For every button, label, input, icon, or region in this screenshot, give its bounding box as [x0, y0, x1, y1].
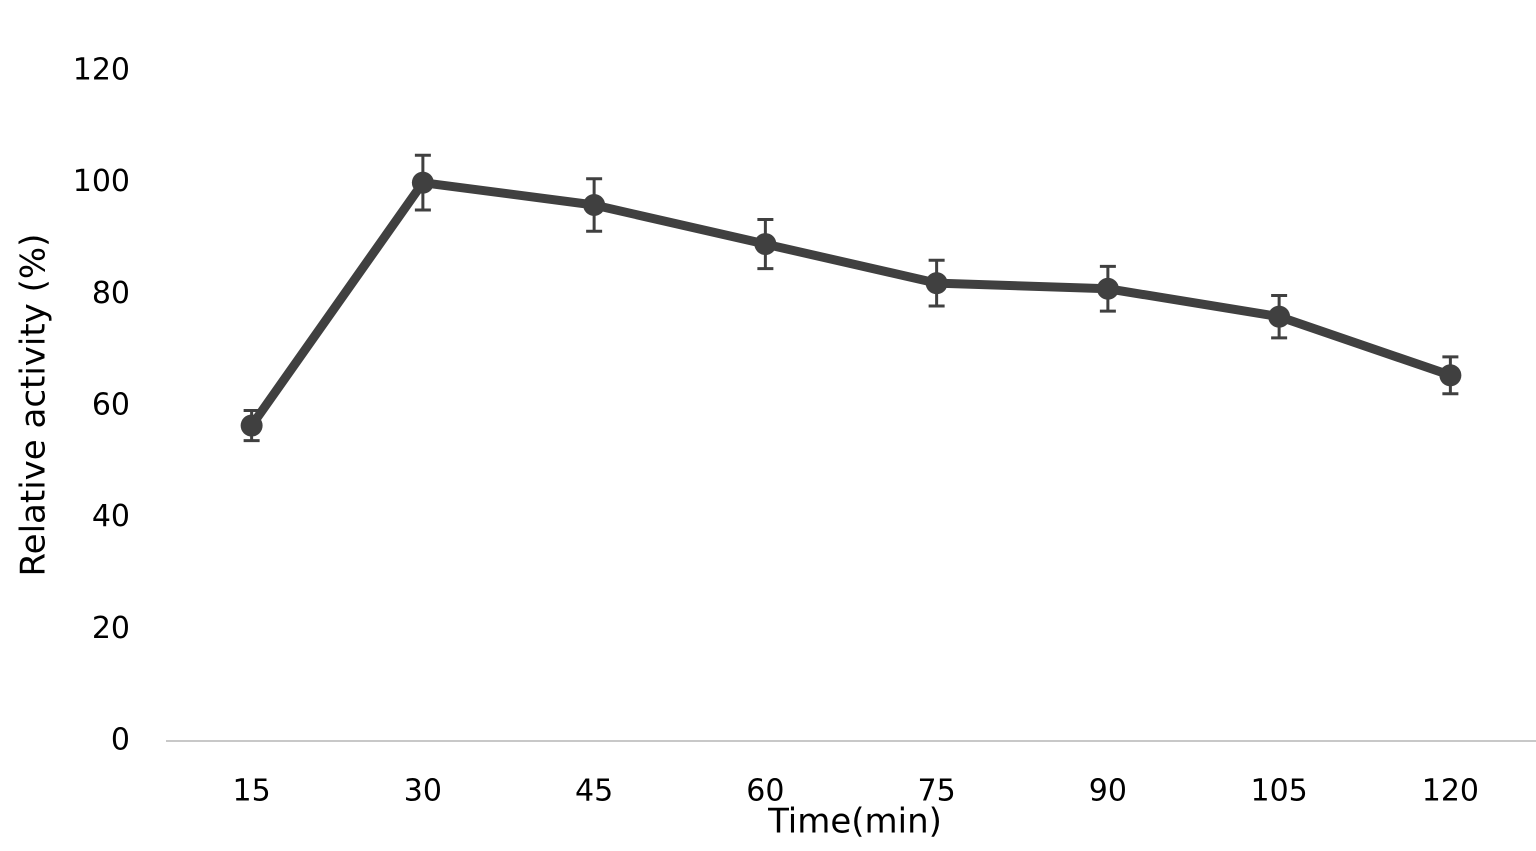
x-tick-label: 15	[233, 774, 271, 809]
data-point	[583, 194, 606, 216]
y-tick-label: 20	[92, 611, 130, 646]
data-point	[411, 171, 434, 194]
y-tick-label: 60	[92, 388, 130, 423]
data-point	[1439, 364, 1462, 387]
data-point	[240, 414, 263, 437]
y-tick-label: 120	[73, 53, 130, 88]
x-axis-title: Time(min)	[767, 802, 942, 842]
x-tick-label: 60	[746, 774, 784, 809]
data-point	[754, 233, 777, 256]
x-tick-label: 75	[918, 774, 956, 809]
x-tick-label: 30	[404, 774, 442, 809]
y-tick-label: 100	[73, 164, 130, 199]
x-tick-label: 105	[1250, 774, 1307, 809]
x-tick-label: 120	[1422, 774, 1479, 809]
data-point	[925, 272, 948, 295]
y-tick-label: 40	[92, 499, 130, 534]
y-tick-label: 80	[92, 276, 130, 311]
x-tick-label: 45	[575, 774, 613, 809]
y-tick-label: 0	[111, 723, 130, 758]
y-axis-title: Relative activity (%)	[14, 234, 54, 577]
data-point	[1268, 305, 1291, 328]
x-tick-label: 90	[1089, 774, 1127, 809]
data-point	[1096, 277, 1119, 300]
data-line	[247, 178, 1452, 429]
